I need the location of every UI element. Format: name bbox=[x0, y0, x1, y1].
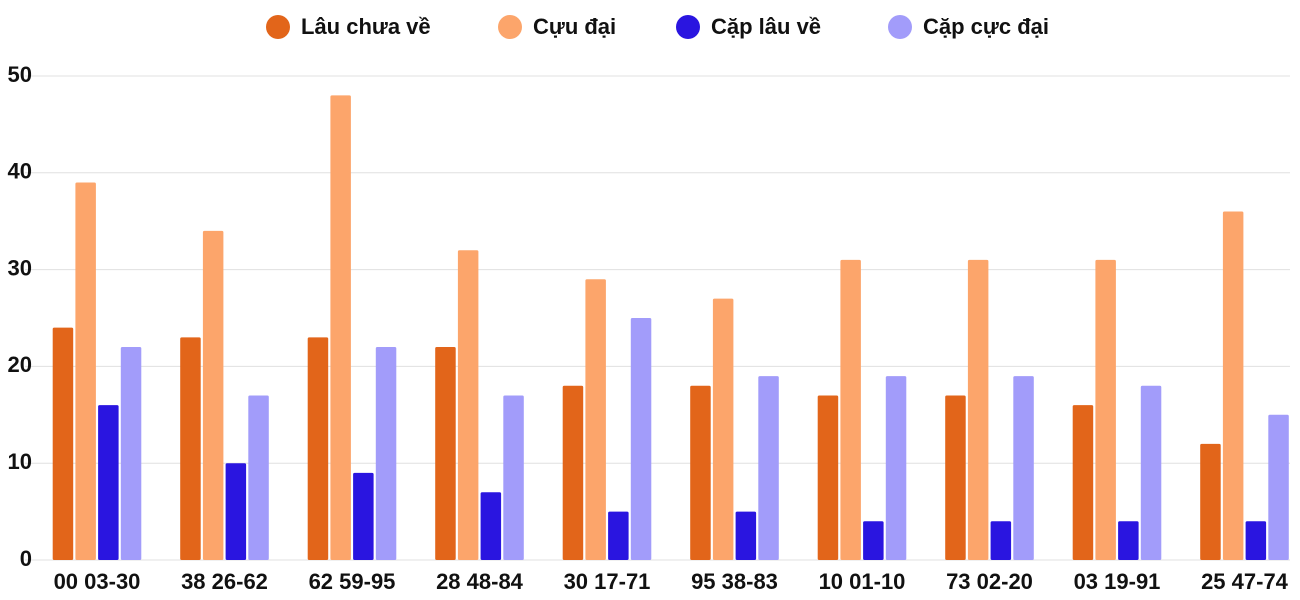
legend-label: Cặp lâu về bbox=[711, 14, 821, 39]
bar bbox=[98, 405, 119, 560]
bar bbox=[353, 472, 374, 560]
bar bbox=[52, 327, 74, 560]
x-tick-label: 95 38-83 bbox=[691, 569, 778, 594]
x-tick-label: 62 59-95 bbox=[309, 569, 396, 594]
bar bbox=[1268, 414, 1289, 560]
bar bbox=[480, 492, 502, 560]
x-tick-label: 73 02-20 bbox=[946, 569, 1033, 594]
x-tick-label: 03 19-91 bbox=[1074, 569, 1161, 594]
bar bbox=[435, 347, 456, 560]
legend-swatch bbox=[266, 15, 290, 39]
bar bbox=[120, 347, 142, 560]
bar bbox=[967, 259, 989, 560]
bar bbox=[375, 347, 397, 560]
y-tick-label: 30 bbox=[8, 255, 32, 280]
bar bbox=[945, 395, 966, 560]
bar bbox=[330, 95, 351, 561]
bar bbox=[1072, 405, 1094, 560]
x-tick-label: 30 17-71 bbox=[564, 569, 651, 594]
bar bbox=[630, 318, 652, 560]
bar bbox=[1095, 259, 1116, 560]
y-tick-label: 10 bbox=[8, 449, 32, 474]
y-tick-label: 20 bbox=[8, 352, 32, 377]
bar bbox=[608, 511, 629, 560]
bar bbox=[1118, 521, 1139, 560]
bar bbox=[735, 511, 757, 560]
bar bbox=[585, 279, 606, 560]
y-tick-label: 40 bbox=[8, 159, 32, 184]
bar bbox=[307, 337, 329, 560]
bar bbox=[863, 521, 884, 560]
bar bbox=[248, 395, 269, 560]
y-tick-label: 50 bbox=[8, 62, 32, 87]
bar bbox=[840, 259, 861, 560]
legend-swatch bbox=[676, 15, 700, 39]
x-tick-label: 10 01-10 bbox=[819, 569, 906, 594]
bar bbox=[990, 521, 1012, 560]
bar bbox=[180, 337, 201, 560]
legend-swatch bbox=[888, 15, 912, 39]
bar bbox=[1013, 376, 1034, 560]
bar bbox=[1245, 521, 1267, 560]
y-tick-label: 0 bbox=[20, 546, 32, 571]
bar bbox=[75, 182, 96, 561]
bar bbox=[225, 463, 247, 560]
legend-label: Cựu đại bbox=[533, 14, 616, 39]
legend-label: Cặp cực đại bbox=[923, 14, 1049, 39]
bar bbox=[457, 250, 479, 561]
bar bbox=[758, 376, 779, 560]
bar bbox=[690, 385, 711, 560]
bar bbox=[202, 230, 224, 560]
legend-label: Lâu chưa về bbox=[301, 14, 431, 39]
bar bbox=[712, 298, 734, 560]
bar bbox=[1140, 385, 1162, 560]
x-tick-label: 38 26-62 bbox=[181, 569, 268, 594]
x-tick-label: 00 03-30 bbox=[54, 569, 141, 594]
bar bbox=[562, 385, 584, 560]
bar bbox=[1222, 211, 1244, 560]
legend-swatch bbox=[498, 15, 522, 39]
x-tick-label: 28 48-84 bbox=[436, 569, 524, 594]
bar bbox=[817, 395, 839, 560]
bar bbox=[1200, 443, 1221, 560]
x-tick-label: 25 47-74 bbox=[1201, 569, 1289, 594]
bar bbox=[503, 395, 524, 560]
bar bbox=[885, 376, 907, 560]
